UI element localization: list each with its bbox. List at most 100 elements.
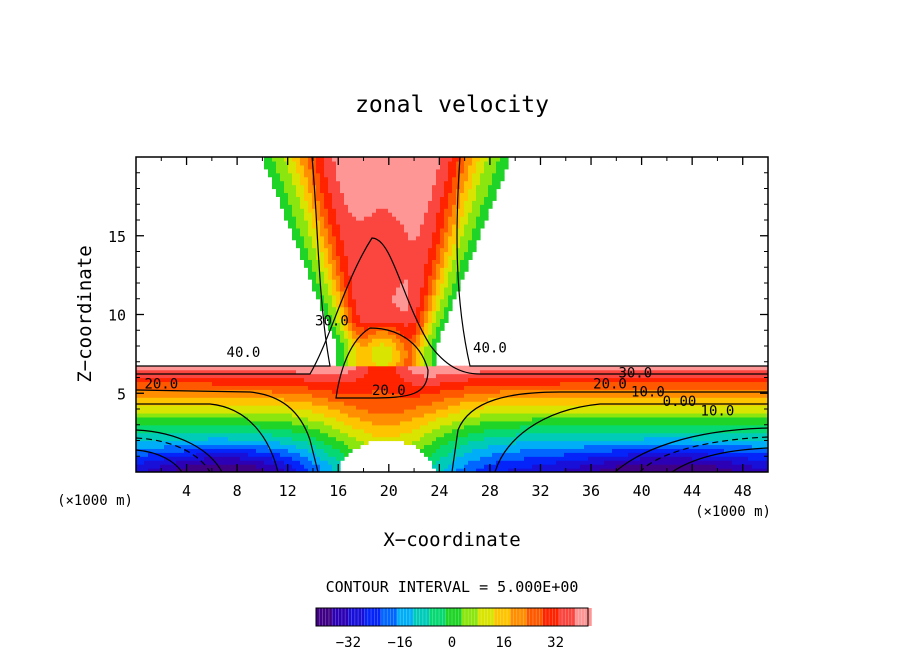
field-cell: [452, 176, 457, 182]
field-cell: [288, 176, 293, 182]
field-cell: [372, 227, 377, 233]
field-cell: [364, 365, 369, 371]
field-cell: [308, 381, 313, 386]
field-cell: [404, 157, 409, 162]
field-cell: [352, 208, 357, 213]
field-cell: [384, 286, 389, 292]
field-cell: [204, 460, 209, 465]
field-cell: [380, 361, 385, 367]
field-cell: [424, 188, 429, 194]
field-cell: [476, 373, 481, 379]
field-cell: [432, 409, 437, 414]
field-cell: [448, 196, 453, 201]
field-cell: [248, 393, 253, 398]
field-cell: [496, 397, 501, 402]
field-cell: [216, 401, 221, 406]
field-cell: [472, 196, 477, 201]
field-cell: [368, 428, 373, 434]
field-cell: [308, 255, 313, 260]
field-cell: [420, 448, 425, 453]
field-cell: [456, 200, 461, 205]
field-cell: [496, 381, 501, 386]
field-cell: [340, 361, 345, 367]
field-cell: [224, 436, 229, 442]
field-cell: [356, 365, 361, 371]
field-cell: [520, 405, 525, 410]
field-cell: [336, 208, 341, 213]
field-cell: [400, 192, 405, 197]
field-cell: [556, 412, 561, 418]
field-cell: [328, 310, 333, 316]
field-cell: [236, 393, 241, 398]
field-cell: [544, 409, 549, 414]
field-cell: [436, 460, 441, 465]
field-cell: [436, 283, 441, 288]
field-cell: [332, 251, 337, 257]
field-cell: [344, 235, 349, 241]
field-cell: [352, 204, 357, 209]
field-cell: [380, 377, 385, 383]
field-cell: [268, 464, 273, 469]
field-cell: [344, 157, 349, 162]
field-cell: [256, 373, 261, 379]
field-cell: [360, 416, 365, 422]
field-cell: [408, 377, 413, 383]
field-cell: [400, 405, 405, 410]
field-cell: [392, 231, 397, 237]
field-cell: [288, 416, 293, 422]
field-cell: [568, 432, 573, 438]
field-cell: [452, 444, 457, 449]
field-cell: [408, 239, 413, 245]
field-cell: [452, 428, 457, 434]
field-cell: [560, 468, 565, 472]
field-cell: [200, 373, 205, 379]
field-cell: [280, 405, 285, 410]
field-cell: [296, 239, 301, 245]
field-cell: [520, 448, 525, 453]
field-cell: [336, 247, 341, 253]
field-cell: [376, 251, 381, 257]
field-cell: [436, 334, 441, 339]
field-cell: [432, 310, 437, 316]
field-cell: [524, 389, 529, 394]
field-cell: [548, 405, 553, 410]
field-cell: [460, 259, 465, 264]
field-cell: [188, 405, 193, 410]
field-cell: [372, 247, 377, 253]
field-cell: [404, 172, 409, 178]
field-cell: [212, 405, 217, 410]
field-cell: [512, 448, 517, 453]
field-cell: [508, 381, 513, 386]
field-cell: [356, 220, 361, 225]
field-cell: [428, 389, 433, 394]
field-cell: [396, 212, 401, 217]
field-cell: [460, 235, 465, 241]
field-cell: [228, 365, 233, 371]
field-cell: [180, 440, 185, 446]
field-cell: [500, 164, 505, 170]
field-cell: [444, 216, 449, 221]
field-cell: [336, 164, 341, 170]
field-cell: [360, 172, 365, 178]
field-cell: [212, 412, 217, 418]
field-cell: [436, 220, 441, 225]
field-cell: [488, 416, 493, 422]
field-cell: [352, 294, 357, 300]
field-cell: [264, 428, 269, 434]
field-cell: [192, 377, 197, 383]
field-cell: [404, 160, 409, 166]
field-cell: [340, 184, 345, 190]
field-cell: [408, 164, 413, 170]
field-cell: [420, 302, 425, 308]
field-cell: [404, 330, 409, 335]
field-cell: [528, 389, 533, 394]
field-cell: [388, 239, 393, 245]
field-cell: [408, 318, 413, 323]
field-cell: [300, 385, 305, 390]
field-cell: [360, 369, 365, 375]
field-cell: [380, 275, 385, 280]
field-cell: [432, 452, 437, 457]
field-cell: [408, 353, 413, 359]
field-cell: [308, 176, 313, 182]
field-cell: [260, 452, 265, 457]
